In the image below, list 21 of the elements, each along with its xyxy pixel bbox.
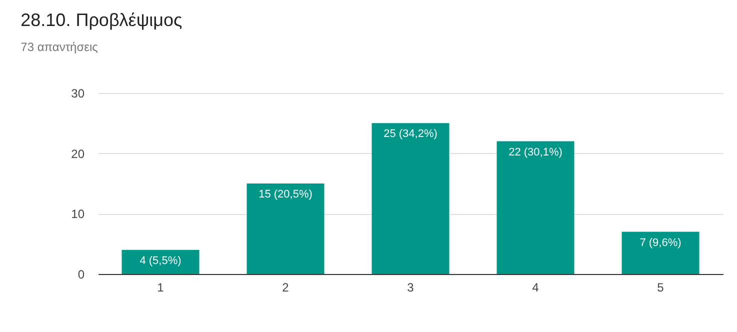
data-label: 15 (20,5%) — [258, 188, 312, 200]
x-tick-label: 4 — [532, 280, 540, 294]
x-tick-label: 3 — [407, 280, 414, 294]
chart-subtitle: 73 απαντήσεις — [20, 40, 98, 54]
y-tick-label: 20 — [71, 146, 85, 161]
bar — [372, 123, 450, 274]
y-tick-label: 0 — [78, 268, 85, 282]
x-tick-label: 1 — [157, 280, 164, 294]
data-label: 4 (5,5%) — [140, 254, 182, 267]
bar — [246, 184, 324, 274]
data-label: 7 (9,6%) — [640, 236, 682, 249]
bar — [496, 141, 574, 274]
x-tick-label: 2 — [282, 280, 290, 294]
bar — [622, 232, 700, 274]
y-tick-label: 30 — [71, 86, 85, 100]
data-label: 22 (30,1%) — [508, 146, 562, 158]
x-tick-label: 5 — [657, 280, 664, 294]
chart-title: 28.10. Προβλέψιμος — [20, 10, 183, 30]
y-tick-label: 10 — [71, 207, 85, 222]
data-label: 25 (34,2%) — [384, 128, 438, 140]
bar — [122, 250, 200, 274]
